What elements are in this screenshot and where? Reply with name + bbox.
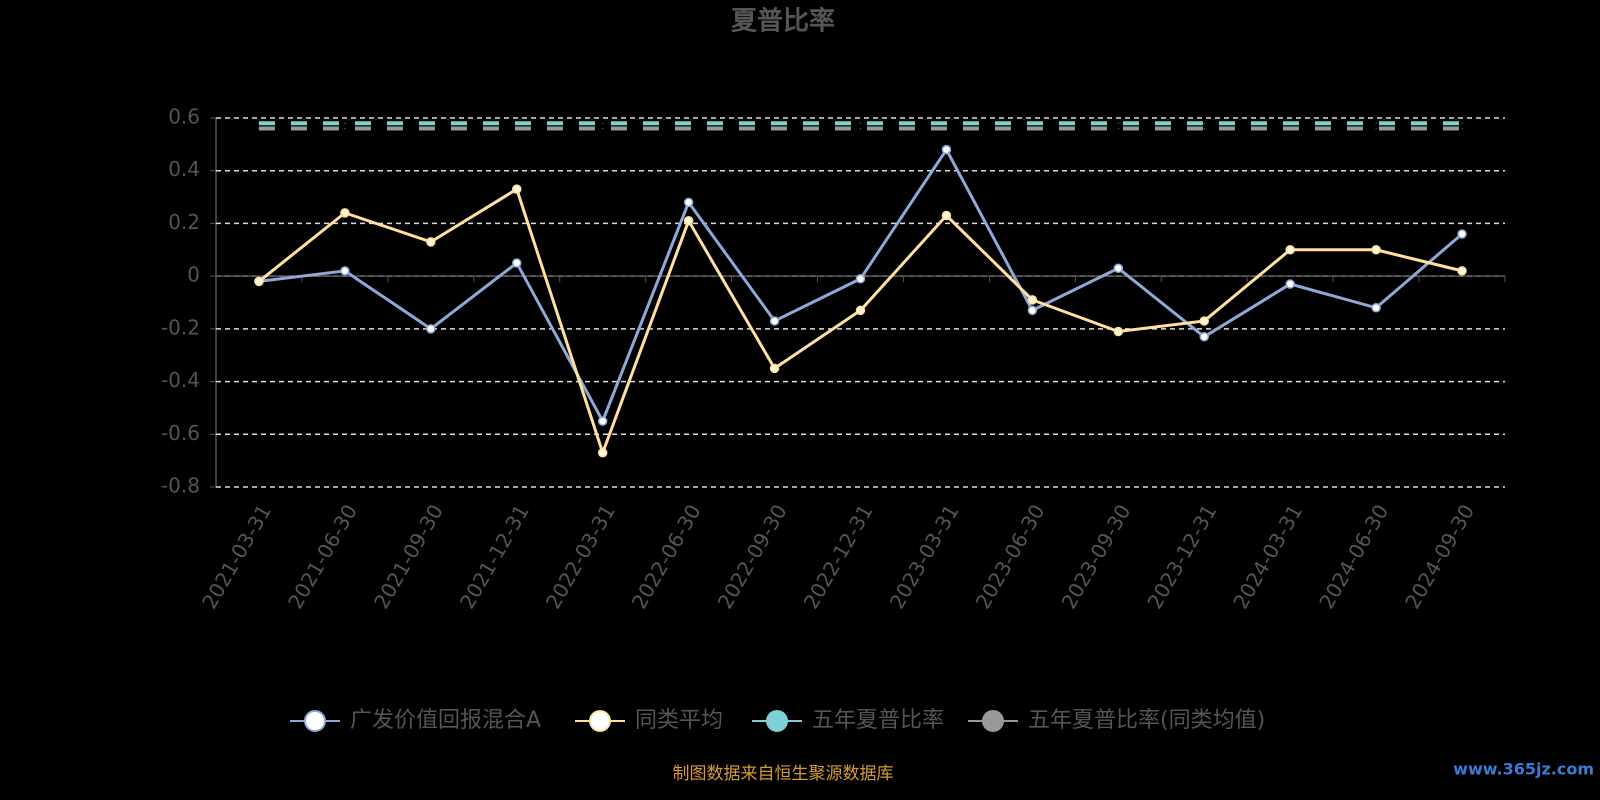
x-tick-label: 2024-06-30 bbox=[1314, 500, 1393, 613]
data-point bbox=[1375, 128, 1377, 130]
data-point bbox=[855, 305, 866, 316]
x-tick-label: 2021-06-30 bbox=[283, 500, 362, 613]
x-tick-label: 2021-09-30 bbox=[369, 500, 448, 613]
data-point bbox=[941, 144, 952, 155]
watermark: www.365jz.com bbox=[1453, 760, 1594, 779]
data-point bbox=[941, 210, 952, 221]
legend-label: 同类平均 bbox=[635, 708, 723, 733]
data-point bbox=[1031, 128, 1033, 130]
data-point bbox=[1461, 122, 1463, 124]
x-tick-label: 2022-09-30 bbox=[713, 500, 792, 613]
data-point bbox=[597, 447, 608, 458]
y-tick-label: -0.8 bbox=[161, 474, 200, 498]
x-tick-label: 2023-12-31 bbox=[1142, 500, 1221, 613]
y-tick-label: 0 bbox=[187, 263, 200, 287]
y-tick-label: 0.2 bbox=[168, 210, 200, 234]
data-point bbox=[860, 128, 861, 130]
x-tick-label: 2021-03-31 bbox=[197, 500, 276, 613]
data-point bbox=[769, 363, 780, 374]
data-point bbox=[1285, 279, 1295, 289]
data-point bbox=[602, 128, 604, 130]
data-point bbox=[512, 258, 522, 268]
data-point bbox=[1117, 128, 1119, 130]
data-point bbox=[1371, 303, 1381, 313]
data-point bbox=[426, 324, 436, 334]
data-point bbox=[1027, 295, 1038, 305]
data-point bbox=[769, 316, 780, 326]
data-point bbox=[1027, 305, 1038, 316]
data-point bbox=[597, 416, 608, 426]
x-tick-label: 2024-03-31 bbox=[1228, 500, 1307, 613]
data-point bbox=[258, 128, 260, 130]
data-point bbox=[688, 128, 690, 130]
data-point bbox=[340, 266, 350, 276]
data-point bbox=[1461, 128, 1463, 130]
legend-marker bbox=[982, 710, 1004, 732]
data-point bbox=[1371, 245, 1381, 255]
x-tick-label: 2023-03-31 bbox=[885, 500, 964, 613]
legend-marker bbox=[304, 710, 326, 732]
data-point bbox=[855, 274, 866, 284]
data-point bbox=[945, 128, 947, 130]
y-tick-label: 0.4 bbox=[168, 157, 200, 181]
chart-title: 夏普比率 bbox=[731, 6, 835, 37]
data-point bbox=[512, 184, 522, 194]
data-point bbox=[430, 122, 432, 124]
x-tick-label: 2022-06-30 bbox=[627, 500, 706, 613]
data-point bbox=[688, 122, 690, 124]
data-point bbox=[1117, 122, 1119, 124]
data-point bbox=[516, 122, 518, 124]
data-point bbox=[516, 128, 518, 130]
data-point bbox=[340, 208, 350, 218]
data-point bbox=[945, 122, 947, 124]
data-point bbox=[683, 197, 694, 208]
data-point bbox=[1289, 128, 1291, 130]
x-tick-label: 2022-03-31 bbox=[541, 500, 620, 613]
data-point bbox=[1113, 326, 1124, 337]
data-point bbox=[683, 216, 694, 226]
legend-label: 五年夏普比率 bbox=[812, 708, 944, 733]
data-point bbox=[774, 122, 776, 124]
data-point bbox=[1203, 128, 1205, 130]
data-point bbox=[344, 122, 346, 124]
data-point bbox=[1203, 122, 1205, 124]
data-point bbox=[860, 122, 861, 124]
data-point bbox=[344, 128, 346, 130]
x-tick-label: 2023-06-30 bbox=[971, 500, 1050, 613]
y-tick-label: -0.6 bbox=[161, 421, 200, 445]
data-point bbox=[1457, 229, 1467, 239]
data-point bbox=[1289, 122, 1291, 124]
data-point bbox=[1375, 122, 1377, 124]
legend-marker bbox=[589, 710, 611, 732]
data-point bbox=[430, 128, 432, 130]
data-point bbox=[602, 122, 604, 124]
data-point bbox=[1031, 122, 1033, 124]
source-note: 制图数据来自恒生聚源数据库 bbox=[673, 764, 894, 784]
x-tick-label: 2022-12-31 bbox=[799, 500, 878, 613]
data-point bbox=[774, 128, 776, 130]
y-tick-label: -0.2 bbox=[161, 315, 200, 339]
legend-label: 广发价值回报混合A bbox=[350, 708, 541, 733]
series-line bbox=[258, 146, 1464, 425]
data-point bbox=[1199, 332, 1209, 342]
data-point bbox=[426, 237, 436, 247]
data-point bbox=[1285, 245, 1295, 255]
data-point bbox=[258, 122, 260, 124]
legend-marker bbox=[766, 710, 788, 732]
x-tick-label: 2021-12-31 bbox=[455, 500, 534, 613]
legend-label: 五年夏普比率(同类均值) bbox=[1028, 708, 1265, 733]
data-point bbox=[1457, 266, 1467, 276]
x-tick-label: 2023-09-30 bbox=[1056, 500, 1135, 613]
y-tick-label: -0.4 bbox=[161, 368, 200, 392]
data-point bbox=[1199, 316, 1209, 326]
data-point bbox=[254, 276, 264, 287]
data-point bbox=[1113, 263, 1124, 273]
x-tick-label: 2024-09-30 bbox=[1400, 500, 1479, 613]
y-tick-label: 0.6 bbox=[168, 105, 200, 129]
